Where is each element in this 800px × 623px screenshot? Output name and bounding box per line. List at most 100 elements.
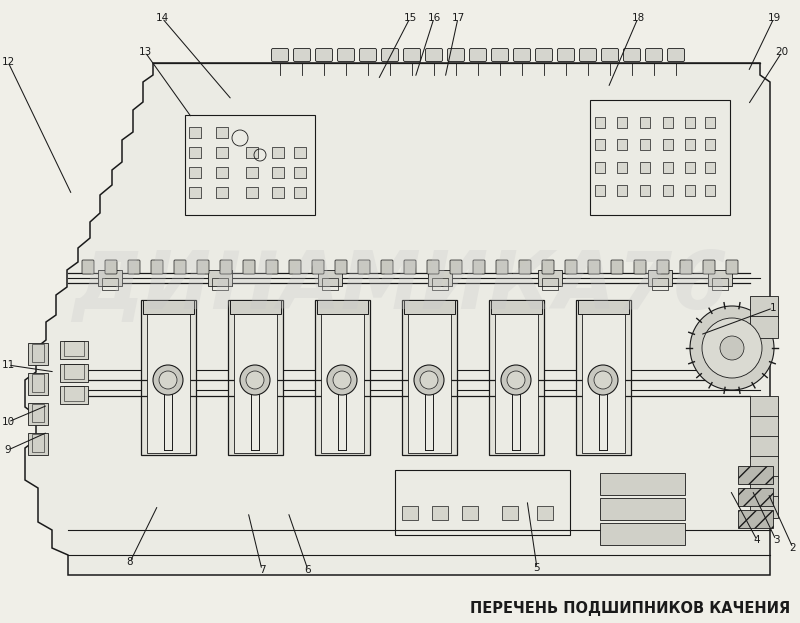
Text: ПЕРЕЧЕНЬ ПОДШИПНИКОВ КАЧЕНИЯ: ПЕРЕЧЕНЬ ПОДШИПНИКОВ КАЧЕНИЯ	[470, 601, 790, 616]
FancyBboxPatch shape	[216, 167, 228, 178]
FancyBboxPatch shape	[617, 117, 627, 128]
Circle shape	[246, 371, 264, 389]
FancyBboxPatch shape	[703, 260, 715, 274]
Text: 8: 8	[126, 557, 134, 567]
FancyBboxPatch shape	[663, 185, 673, 196]
FancyBboxPatch shape	[579, 49, 597, 62]
Bar	[750, 296, 778, 318]
FancyBboxPatch shape	[519, 260, 531, 274]
FancyBboxPatch shape	[705, 185, 715, 196]
Bar	[600, 523, 685, 545]
FancyBboxPatch shape	[634, 260, 646, 274]
Bar	[738, 510, 773, 528]
Bar	[230, 300, 281, 314]
Bar	[395, 470, 570, 535]
Polygon shape	[25, 63, 770, 575]
Bar	[32, 344, 44, 362]
Bar	[738, 488, 773, 506]
Bar	[582, 302, 625, 453]
FancyBboxPatch shape	[470, 49, 486, 62]
FancyBboxPatch shape	[335, 260, 347, 274]
Bar	[750, 496, 778, 518]
Bar	[590, 100, 730, 215]
FancyBboxPatch shape	[294, 167, 306, 178]
FancyBboxPatch shape	[558, 49, 574, 62]
Circle shape	[594, 371, 612, 389]
FancyBboxPatch shape	[663, 117, 673, 128]
Bar	[234, 302, 277, 453]
FancyBboxPatch shape	[359, 49, 377, 62]
Bar	[491, 300, 542, 314]
Text: 7: 7	[258, 565, 266, 575]
FancyBboxPatch shape	[294, 49, 310, 62]
FancyBboxPatch shape	[502, 506, 518, 520]
Text: 16: 16	[427, 13, 441, 23]
Bar	[750, 396, 778, 418]
Bar	[750, 316, 778, 338]
Text: 4: 4	[754, 535, 760, 545]
FancyBboxPatch shape	[595, 162, 605, 173]
FancyBboxPatch shape	[189, 127, 201, 138]
Circle shape	[333, 371, 351, 389]
FancyBboxPatch shape	[82, 260, 94, 274]
FancyBboxPatch shape	[640, 117, 650, 128]
FancyBboxPatch shape	[272, 147, 284, 158]
FancyBboxPatch shape	[705, 139, 715, 150]
Bar	[28, 373, 48, 395]
FancyBboxPatch shape	[514, 49, 530, 62]
FancyBboxPatch shape	[220, 260, 232, 274]
Bar	[64, 364, 84, 379]
FancyBboxPatch shape	[382, 49, 398, 62]
FancyBboxPatch shape	[189, 147, 201, 158]
Bar	[432, 278, 448, 290]
FancyBboxPatch shape	[272, 167, 284, 178]
Bar	[750, 476, 778, 498]
FancyBboxPatch shape	[358, 260, 370, 274]
Circle shape	[588, 365, 618, 395]
FancyBboxPatch shape	[667, 49, 685, 62]
Text: 17: 17	[451, 13, 465, 23]
FancyBboxPatch shape	[617, 139, 627, 150]
Circle shape	[159, 371, 177, 389]
FancyBboxPatch shape	[294, 187, 306, 198]
Text: 2: 2	[790, 543, 796, 553]
FancyBboxPatch shape	[542, 260, 554, 274]
Text: 12: 12	[2, 57, 14, 67]
Bar	[315, 300, 370, 455]
Bar	[28, 343, 48, 365]
FancyBboxPatch shape	[535, 49, 553, 62]
FancyBboxPatch shape	[403, 49, 421, 62]
Circle shape	[153, 365, 183, 395]
Bar	[32, 374, 44, 392]
Bar	[317, 300, 368, 314]
Bar	[102, 278, 118, 290]
Bar	[147, 302, 190, 453]
FancyBboxPatch shape	[312, 260, 324, 274]
FancyBboxPatch shape	[617, 162, 627, 173]
FancyBboxPatch shape	[338, 49, 354, 62]
Bar	[708, 270, 732, 286]
Bar	[578, 300, 629, 314]
Bar	[64, 341, 84, 356]
Text: 11: 11	[2, 360, 14, 370]
Text: 3: 3	[773, 535, 779, 545]
FancyBboxPatch shape	[726, 260, 738, 274]
FancyBboxPatch shape	[705, 162, 715, 173]
Bar	[750, 436, 778, 458]
Text: 9: 9	[5, 445, 11, 455]
FancyBboxPatch shape	[447, 49, 465, 62]
FancyBboxPatch shape	[685, 162, 695, 173]
Bar	[208, 270, 232, 286]
Bar	[538, 270, 562, 286]
Text: 20: 20	[775, 47, 789, 57]
FancyBboxPatch shape	[657, 260, 669, 274]
Bar	[60, 386, 88, 404]
Bar	[32, 434, 44, 452]
Bar	[212, 278, 228, 290]
Bar	[32, 404, 44, 422]
FancyBboxPatch shape	[537, 506, 553, 520]
Circle shape	[690, 306, 774, 390]
Circle shape	[507, 371, 525, 389]
Bar	[648, 270, 672, 286]
FancyBboxPatch shape	[271, 49, 289, 62]
